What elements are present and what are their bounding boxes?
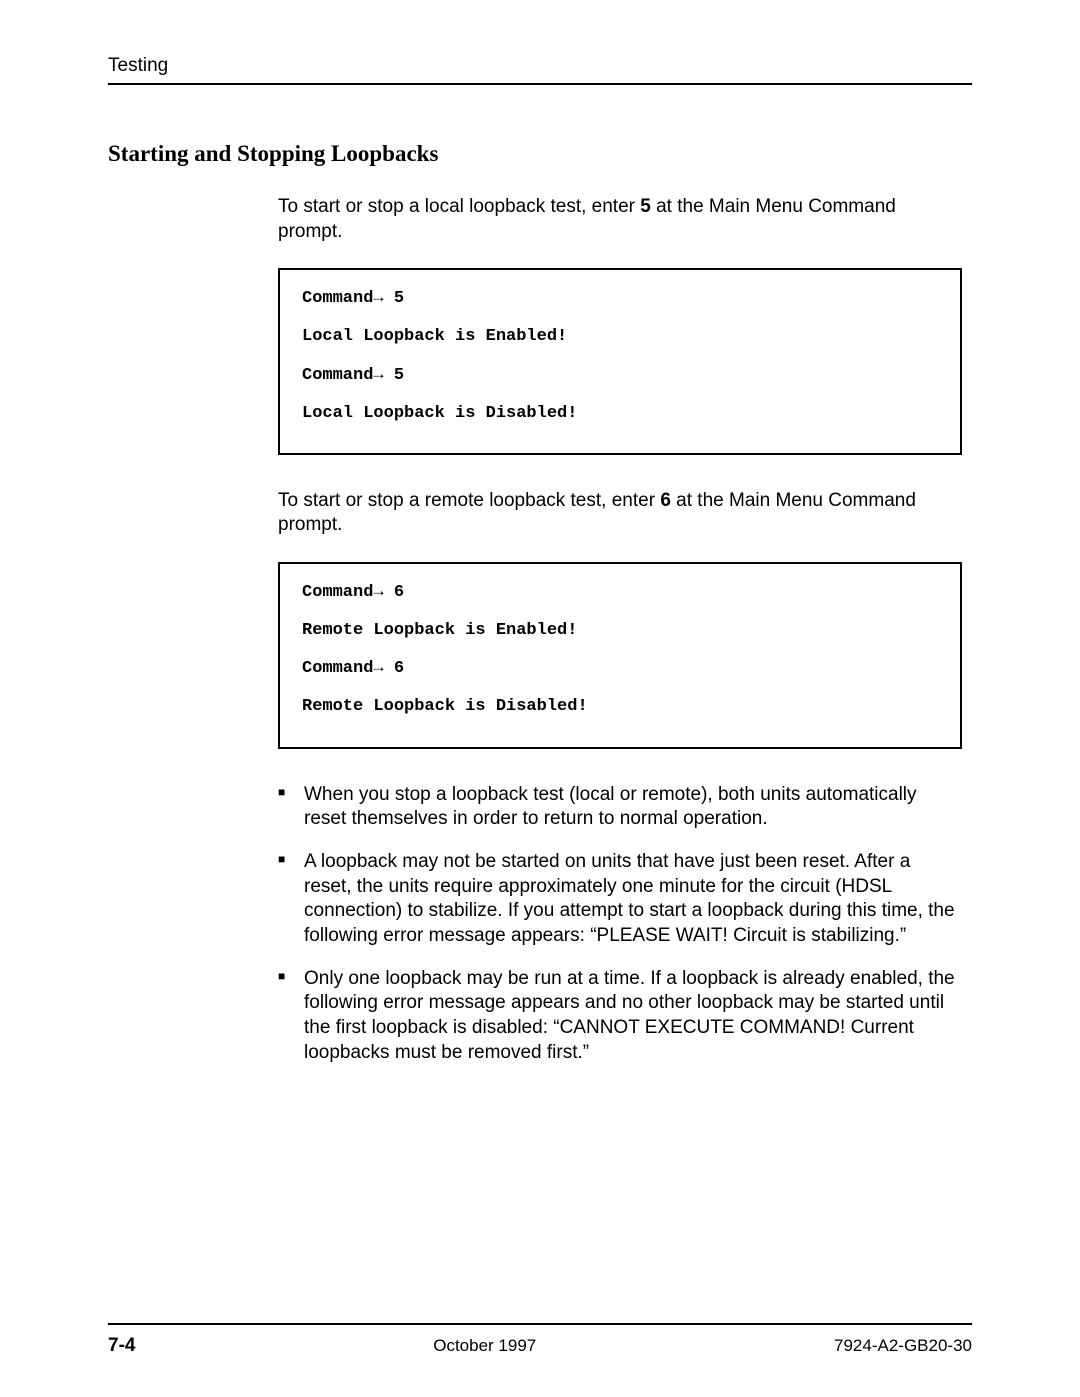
- code-line: Command→ 5: [302, 365, 938, 387]
- footer-doc: 7924-A2-GB20-30: [834, 1336, 972, 1356]
- para-local-bold: 5: [640, 196, 651, 217]
- section-title: Starting and Stopping Loopbacks: [108, 141, 972, 167]
- page: Testing Starting and Stopping Loopbacks …: [0, 0, 1080, 1397]
- para-local-pre: To start or stop a local loopback test, …: [278, 196, 640, 217]
- header-rule: [108, 83, 972, 85]
- code-box-local: Command→ 5 Local Loopback is Enabled! Co…: [278, 268, 962, 454]
- para-remote-pre: To start or stop a remote loopback test,…: [278, 490, 660, 511]
- running-header: Testing: [108, 55, 972, 77]
- code-line: Local Loopback is Disabled!: [302, 403, 938, 425]
- footer-date: October 1997: [433, 1336, 536, 1356]
- list-item: A loopback may not be started on units t…: [278, 850, 962, 949]
- notes-list: When you stop a loopback test (local or …: [278, 783, 962, 1066]
- list-item: Only one loopback may be run at a time. …: [278, 967, 962, 1066]
- code-line: Command→ 6: [302, 658, 938, 680]
- code-line: Remote Loopback is Enabled!: [302, 620, 938, 642]
- footer: 7-4 October 1997 7924-A2-GB20-30: [108, 1323, 972, 1357]
- para-remote: To start or stop a remote loopback test,…: [278, 489, 962, 538]
- footer-page: 7-4: [108, 1335, 135, 1357]
- list-item: When you stop a loopback test (local or …: [278, 783, 962, 832]
- footer-rule: [108, 1323, 972, 1325]
- body: To start or stop a local loopback test, …: [278, 195, 962, 1065]
- para-local: To start or stop a local loopback test, …: [278, 195, 962, 244]
- code-line: Command→ 5: [302, 288, 938, 310]
- code-line: Remote Loopback is Disabled!: [302, 696, 938, 718]
- code-line: Command→ 6: [302, 582, 938, 604]
- footer-row: 7-4 October 1997 7924-A2-GB20-30: [108, 1335, 972, 1357]
- para-remote-bold: 6: [660, 490, 671, 511]
- code-box-remote: Command→ 6 Remote Loopback is Enabled! C…: [278, 562, 962, 748]
- code-line: Local Loopback is Enabled!: [302, 326, 938, 348]
